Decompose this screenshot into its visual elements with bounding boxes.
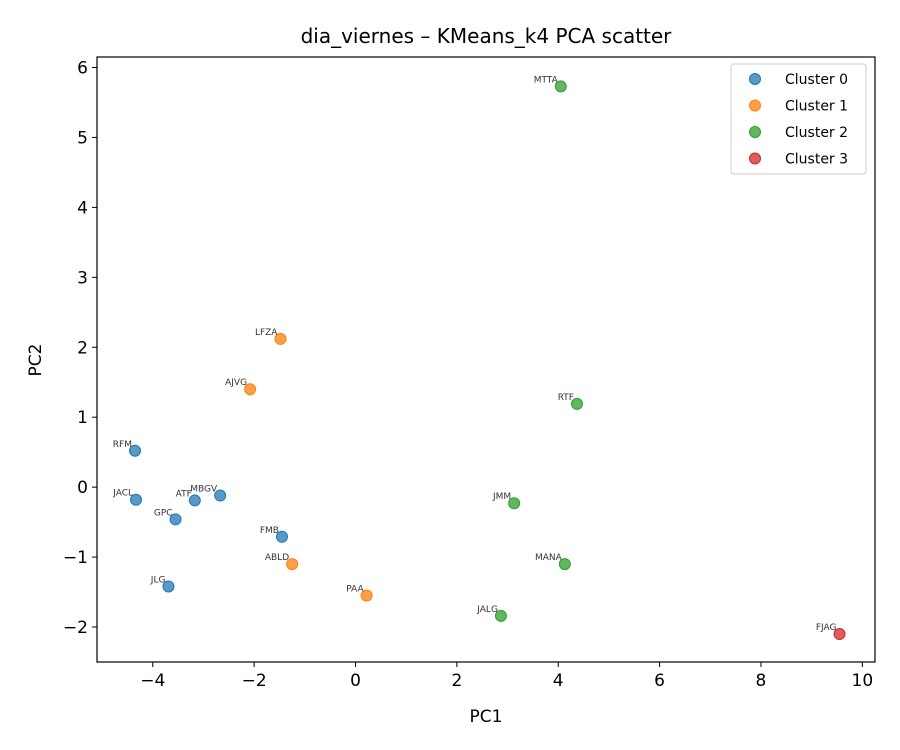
data-point <box>274 332 287 345</box>
legend-label: Cluster 3 <box>785 152 848 168</box>
point-label: PAA <box>346 585 364 595</box>
y-axis-title: PC2 <box>26 344 46 377</box>
y-tick-label: 0 <box>77 478 88 498</box>
y-tick-label: 5 <box>77 128 88 148</box>
x-tick-label: 6 <box>654 671 665 691</box>
point-label: ATF <box>176 489 192 499</box>
point-label: JMM <box>492 492 511 502</box>
data-point <box>286 558 299 571</box>
point-label: RTF <box>558 393 574 403</box>
data-point <box>214 489 227 502</box>
point-label: MTTA <box>534 75 559 85</box>
x-axis-title: PC1 <box>470 707 503 727</box>
x-tick-label: 2 <box>451 671 462 691</box>
point-label: GPC <box>154 508 173 518</box>
data-point <box>188 494 201 507</box>
y-tick-label: −1 <box>63 548 88 568</box>
point-label: MANA <box>535 553 563 563</box>
y-tick-label: 6 <box>77 58 88 78</box>
x-tick-label: 0 <box>350 671 361 691</box>
point-label: JLG <box>150 575 166 585</box>
data-point <box>554 80 567 93</box>
legend-box <box>730 63 867 175</box>
y-tick-label: −2 <box>63 618 88 638</box>
x-tick-label: 10 <box>852 671 874 691</box>
point-label: AJVG <box>225 378 247 388</box>
y-tick-label: 4 <box>77 198 88 218</box>
data-point <box>508 497 521 510</box>
point-label: FMB <box>260 526 279 536</box>
point-label: RFM <box>113 440 132 450</box>
legend: Cluster 0 Cluster 1 Cluster 2 Cluster 3 <box>730 63 867 175</box>
data-point <box>169 513 182 526</box>
point-label: MBGV <box>190 485 218 495</box>
y-tick-label: 2 <box>77 338 88 358</box>
legend-label: Cluster 1 <box>785 99 848 115</box>
point-label: JALG <box>476 605 498 615</box>
x-tick-label: −2 <box>242 671 267 691</box>
point-label: LFZA <box>255 328 278 338</box>
point-label: JACL <box>112 489 133 499</box>
data-point <box>129 444 142 457</box>
legend-marker <box>749 99 761 112</box>
plot-frame <box>96 56 876 663</box>
data-point <box>558 558 571 571</box>
y-tick-label: 1 <box>77 408 88 428</box>
legend-label: Cluster 0 <box>785 72 848 88</box>
data-point <box>360 589 373 602</box>
legend-marker <box>749 152 761 165</box>
data-point <box>570 397 583 410</box>
x-axis: −4 −2 0 2 4 6 8 10 <box>140 662 873 691</box>
data-point <box>130 493 143 506</box>
legend-marker <box>749 73 761 85</box>
legend-label: Cluster 2 <box>785 125 848 141</box>
x-tick-label: 8 <box>756 671 767 691</box>
legend-marker <box>749 126 761 138</box>
x-tick-label: 4 <box>553 671 564 691</box>
y-axis: −2 −1 0 1 2 3 4 5 6 <box>63 58 97 638</box>
data-point <box>275 530 288 543</box>
series-cluster-1: LFZA AJVG ABLD PAA <box>225 328 373 602</box>
series-cluster-2: MTTA RTF JMM MANA JALG <box>476 75 583 622</box>
y-tick-label: 3 <box>77 268 88 288</box>
data-point <box>244 383 257 396</box>
series-cluster-3: FJAG <box>816 623 846 641</box>
point-label: ABLD <box>265 553 289 563</box>
data-point <box>162 580 175 593</box>
data-point <box>833 628 846 641</box>
chart-title: dia_viernes – KMeans_k4 PCA scatter <box>301 24 673 48</box>
data-point <box>494 609 507 622</box>
x-tick-label: −4 <box>140 671 165 691</box>
point-label: FJAG <box>816 623 837 633</box>
